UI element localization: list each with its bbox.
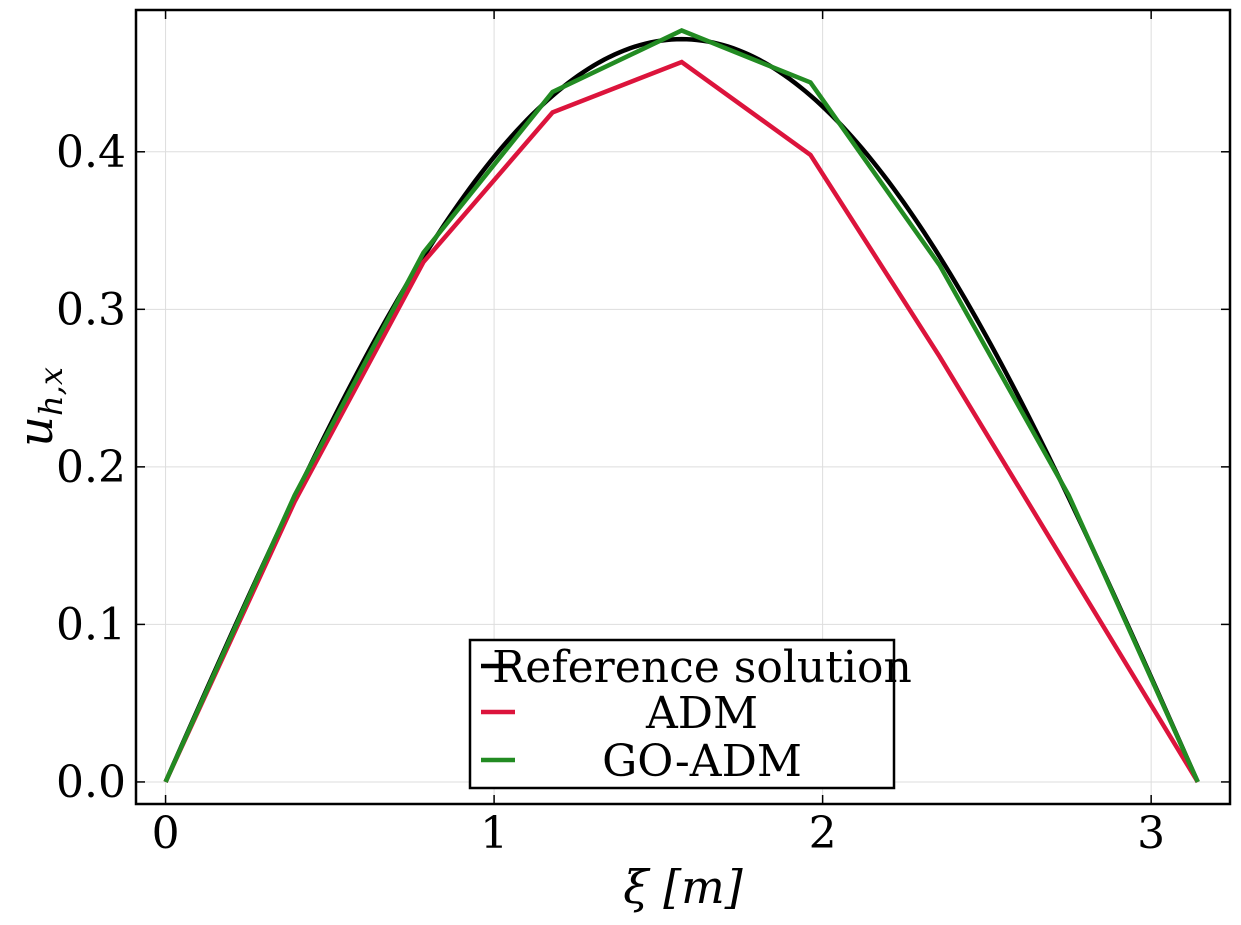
x-axis-label: ξ [m] [623, 860, 743, 914]
series-lines [163, 28, 1200, 784]
axis-ticks: 0 1 2 3 0.0 0.1 0.2 0.3 0.4 [56, 10, 1230, 859]
y-axis-label-subscript: h,x [32, 367, 70, 416]
x-tick-label: 1 [480, 808, 508, 859]
x-tick-label: 0 [152, 808, 180, 859]
y-tick-label: 0.1 [56, 599, 126, 650]
legend-label: ADM [645, 688, 758, 739]
y-axis-label-base: u [8, 416, 64, 447]
y-tick-label: 0.3 [56, 284, 126, 335]
y-tick-label: 0.4 [56, 127, 126, 178]
legend-label: GO-ADM [602, 736, 802, 787]
plot-frame [134, 8, 1232, 806]
x-tick-label: 3 [1137, 808, 1165, 859]
series-line-go-adm [163, 28, 1200, 783]
legend-box [468, 638, 896, 790]
x-tick-label: 2 [809, 808, 837, 859]
series-line-adm [163, 59, 1200, 784]
y-axis-label: uh,x [8, 367, 70, 447]
legend-label: Reference solution [492, 642, 912, 693]
y-tick-label: 0.0 [56, 757, 126, 808]
y-tick-label: 0.2 [56, 442, 126, 493]
